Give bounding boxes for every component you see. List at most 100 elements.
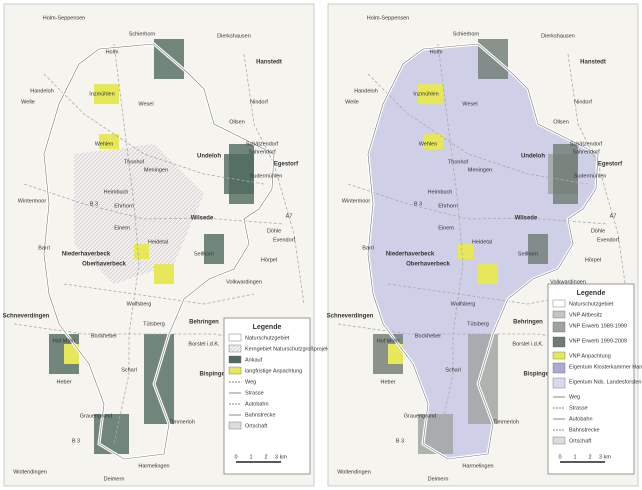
place-label: Handeloh [354,88,378,94]
place-label: Döhle [591,228,605,234]
place-label: Ehrhorn [114,203,134,209]
place-label: Scharl [445,367,461,373]
anpachtung-patch [94,84,119,104]
legend-label: Weg [245,379,256,385]
place-label: Wesel [138,101,153,107]
legend-label: Kerngebiet Naturschutzgroßprojekt [245,346,331,352]
place-label: Handeloh [30,88,54,94]
place-label: Heimbuch [428,189,453,195]
place-label: Ehrhorn [438,203,458,209]
place-label: Evendorf [597,237,619,243]
anpachtung-patch [64,344,79,364]
legend-swatch [228,421,242,430]
place-label: Holm [106,49,119,55]
legend-swatch [552,362,566,374]
place-label: Bispingen [199,372,228,378]
place-label: Undeloh [521,154,545,160]
place-label: Meningen [468,167,492,173]
map-panel-left: Holm-Seppensen Schierhorn Dierkshausen Holm… [3,3,331,487]
place-label: Welle [345,99,359,105]
place-label: Timmerloh [493,419,519,425]
legend-label: langfristige Anpachtung [245,368,302,374]
legend-swatch [552,299,566,308]
place-label: Wintermoor [18,198,47,204]
place-label: Einem [114,225,130,231]
place-label: Holm [430,49,443,55]
place-label: Wintermoor [342,198,371,204]
legend-label: Naturschutzgebiet [245,335,290,341]
legend-swatch [228,333,242,342]
place-label: Deimern [104,476,125,482]
land-patch [553,144,578,204]
legend-label: VNP Erwerb 1989-1999 [569,323,627,329]
place-label: Schätzendorf [246,141,279,147]
place-label: Harmelingen [138,463,169,469]
place-label: Wehlen [95,141,114,147]
legend-label: Autobahn [569,416,593,422]
place-label: Harmelingen [462,463,493,469]
place-label: Hanstedt [580,60,606,66]
place-label: Barrl [362,245,374,251]
land-patch [229,144,254,204]
kerngebiet-area [74,144,204,284]
legend-label: Bahnstrecke [569,427,600,433]
legend-swatch [228,366,242,375]
legend-label: VNP Altbesitz [569,312,602,318]
place-label: Grauengrund [404,413,436,419]
anpachtung-patch [134,244,149,259]
place-label: Heber [57,379,72,385]
place-label: Heidetal [472,239,492,245]
place-label: Volkwardingen [226,279,262,285]
place-label: Wulfsberg [127,301,152,307]
land-patch [204,234,224,264]
place-label: Hanstedt [256,60,282,66]
scale-label: 3 km [599,454,611,460]
place-label: Nindorf [574,99,592,105]
place-label: Dierkshausen [541,33,575,39]
place-label: Meningen [144,167,168,173]
scale-label: 0 [234,454,237,460]
place-label: Wehlen [419,141,438,147]
place-label: Holm-Seppensen [43,15,86,21]
place-label: Sudermühlen [250,173,283,179]
scale-label: 1 [573,454,576,460]
legend-swatch [552,351,566,360]
place-label: Behringen [189,320,219,326]
road [43,73,265,185]
place-label: Deimern [428,476,449,482]
place-label: Ollsen [229,119,245,125]
reserve-boundary-line [43,43,275,460]
legend-label: Ortschaft [245,423,268,429]
legend-label: Eigentum Nds. Landesforsten [569,379,641,385]
place-label: A7 [610,213,617,219]
place-label: Sudermühlen [574,173,607,179]
place-label: Wulfsberg [451,301,476,307]
place-label: Borstel i.d.K. [512,341,544,347]
road [63,283,255,305]
legend-label: VNP Anpachtung [569,353,611,359]
place-label: Sellhorn [194,251,214,257]
place-label: Schätzendorf [570,141,603,147]
place-label: Welle [21,99,35,105]
road [113,43,140,445]
place-label: Schierhorn [453,31,480,37]
place-label: Schierhorn [129,31,156,37]
place-label: Schneverdingen [327,314,374,320]
land-patch [478,39,508,79]
place-label: Borstel i.d.K. [188,341,220,347]
place-label: Ollsen [553,119,569,125]
place-label: Wesel [462,101,477,107]
place-label: Sahrendorf [248,149,276,155]
legend-label: VNP Erwerb 1999-2009 [569,338,627,344]
place-label: Inzmühlen [413,91,438,97]
land-patch [144,334,174,424]
place-label: Wilsede [515,216,538,222]
legend-label: Eigentum Klosterkammer Hannover [569,364,642,370]
anpachtung-patch [478,264,498,284]
scale-label: 1 [249,454,252,460]
place-label: Hof Möhr [53,338,76,344]
legend-swatch [552,336,566,348]
legend-label: Strasse [245,390,264,396]
place-label: Woltendingen [337,469,371,475]
